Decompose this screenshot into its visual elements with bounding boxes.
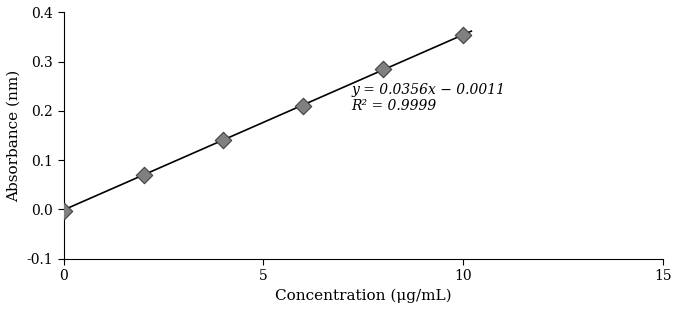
Text: y = 0.0356x − 0.0011
R² = 0.9999: y = 0.0356x − 0.0011 R² = 0.9999 xyxy=(352,83,505,113)
Point xyxy=(458,32,469,37)
Point xyxy=(218,138,229,143)
Point xyxy=(138,172,149,177)
X-axis label: Concentration (μg/mL): Concentration (μg/mL) xyxy=(275,289,452,303)
Y-axis label: Absorbance (nm): Absorbance (nm) xyxy=(7,69,21,202)
Point xyxy=(298,104,309,108)
Point xyxy=(58,208,69,213)
Point xyxy=(378,67,389,72)
